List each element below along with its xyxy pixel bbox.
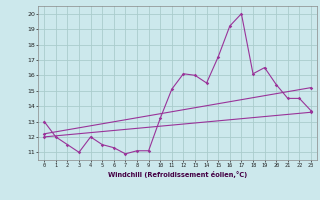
X-axis label: Windchill (Refroidissement éolien,°C): Windchill (Refroidissement éolien,°C) [108, 171, 247, 178]
